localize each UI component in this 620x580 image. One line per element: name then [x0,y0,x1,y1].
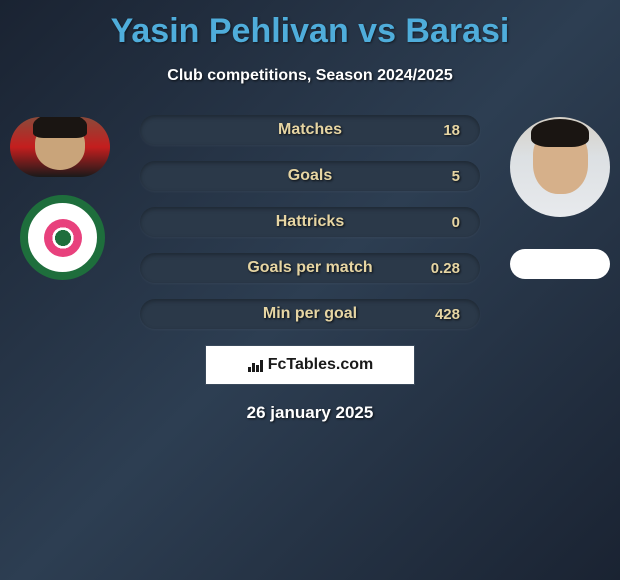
stat-value: 0.28 [431,260,460,277]
stat-label: Goals per match [160,259,460,277]
player-left-face [35,125,85,170]
subtitle: Club competitions, Season 2024/2025 [0,67,620,85]
stat-label: Goals [160,167,460,185]
player-right-column [510,117,610,279]
player-left-avatar [10,117,110,177]
chart-icon [247,357,263,373]
player-left-column [10,117,110,280]
stats-container: Matches 18 Goals 5 Hattricks 0 Goals per… [140,115,480,329]
stat-value: 5 [452,168,460,185]
stat-row-goals: Goals 5 [140,161,480,191]
player-left-hair [33,117,87,138]
player-right-face [533,129,588,194]
stat-row-matches: Matches 18 [140,115,480,145]
stat-label: Matches [160,121,460,139]
stat-label: Min per goal [160,305,460,323]
main-content: Matches 18 Goals 5 Hattricks 0 Goals per… [0,115,620,423]
club-badge-inner [44,219,82,257]
footer-logo: FcTables.com [205,345,415,385]
player-right-hair [531,119,589,147]
stat-row-min-per-goal: Min per goal 428 [140,299,480,329]
stat-value: 428 [435,306,460,323]
stat-value: 0 [452,214,460,231]
page-title: Yasin Pehlivan vs Barasi [0,0,620,51]
club-badge-right [510,249,610,279]
stat-row-hattricks: Hattricks 0 [140,207,480,237]
stat-row-goals-per-match: Goals per match 0.28 [140,253,480,283]
player-right-avatar [510,117,610,217]
stat-label: Hattricks [160,213,460,231]
club-badge-left [20,195,105,280]
stat-value: 18 [443,122,460,139]
footer-logo-text: FcTables.com [268,356,374,374]
date-text: 26 january 2025 [10,403,610,423]
